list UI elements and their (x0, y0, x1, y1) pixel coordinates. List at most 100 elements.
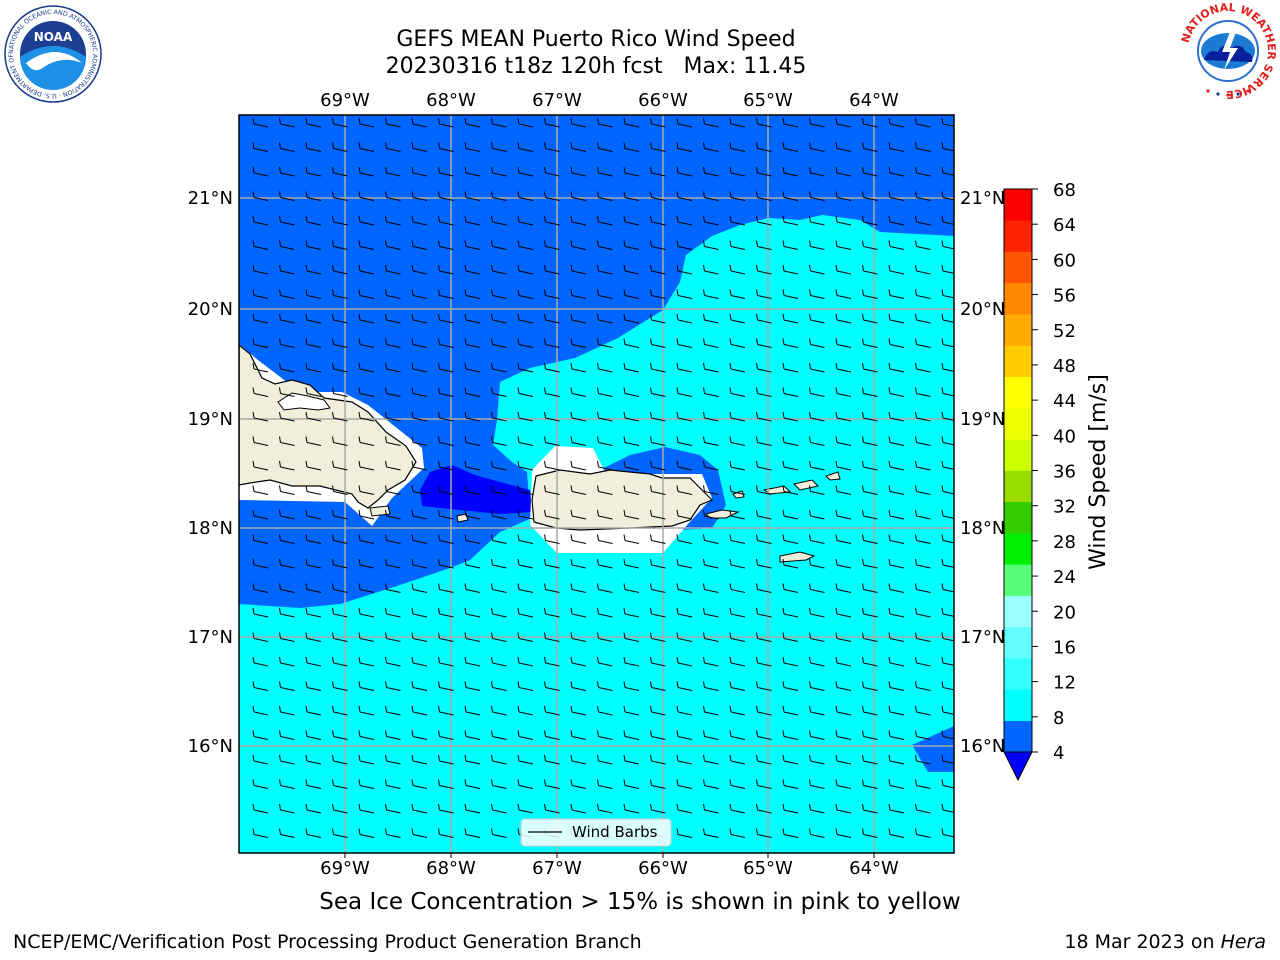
wind-barb (729, 509, 746, 520)
wind-barb (729, 264, 746, 275)
wind-barb (332, 632, 348, 642)
wind-barb (358, 828, 375, 838)
wind-barb (623, 607, 640, 618)
wind-barb (570, 632, 587, 642)
wind-barb (782, 828, 799, 838)
wind-barb (729, 460, 746, 471)
lat-label-right: 21°N (960, 188, 1005, 209)
wind-barb (623, 166, 640, 177)
wind-barb (411, 166, 428, 177)
wind-barb (544, 632, 560, 642)
wind-barb (729, 338, 746, 348)
wind-barb (464, 803, 481, 814)
wind-barb (676, 509, 693, 520)
wind-barb (835, 681, 852, 691)
wind-barb (809, 215, 825, 226)
wind-barb (888, 289, 905, 299)
lat-label-right: 16°N (960, 736, 1005, 757)
wind-barb (491, 730, 507, 740)
wind-barb (491, 215, 507, 226)
wind-barb (676, 534, 693, 544)
wind-barb (835, 313, 852, 324)
wind-barb (279, 117, 295, 128)
wind-barb (941, 215, 954, 225)
wind-barb (756, 803, 772, 814)
wind-barb (835, 289, 852, 299)
wind-barb (915, 828, 931, 838)
wind-barb (809, 485, 825, 495)
wind-barb (782, 142, 799, 152)
wind-barb (464, 215, 481, 226)
wind-barb (915, 387, 931, 397)
wind-barb (782, 460, 799, 471)
wind-barb (756, 583, 772, 593)
wind-barb (438, 779, 454, 789)
wind-barb (332, 411, 348, 422)
wind-barb (279, 705, 295, 716)
wind-barb (252, 558, 269, 569)
wind-barb (491, 632, 507, 642)
wind-barb (623, 558, 640, 569)
wind-barb (703, 313, 719, 324)
wind-barb (756, 828, 772, 838)
wind-barb (332, 779, 348, 789)
wind-barb (279, 240, 295, 250)
wind-barb (782, 166, 799, 177)
wind-barb (597, 558, 613, 569)
wind-barb (305, 166, 322, 177)
wind-barb (358, 289, 375, 299)
wind-barb (491, 754, 507, 765)
wind-barb (729, 485, 746, 495)
wind-barb (835, 436, 852, 446)
wind-barb (464, 117, 481, 128)
wind-barb (544, 607, 560, 618)
wind-barb (888, 387, 905, 397)
wind-barb (491, 828, 507, 838)
wind-barb (888, 779, 905, 789)
wind-barb (782, 338, 799, 348)
wind-barb (517, 191, 534, 201)
wind-barb (464, 460, 481, 471)
wind-barb (517, 558, 534, 569)
wind-barb (411, 240, 428, 250)
wind-barb (385, 730, 401, 740)
wind-barb (703, 583, 719, 593)
wind-barb (729, 166, 746, 177)
noaa-logo-text: NOAA (34, 30, 73, 44)
colorbar-segment (1004, 595, 1032, 628)
wind-barb (570, 705, 587, 716)
wind-barb (305, 656, 322, 667)
wind-barb (809, 558, 825, 569)
wind-barb (915, 754, 931, 765)
colorbar-tick-label: 48 (1053, 356, 1076, 377)
wind-barb (676, 387, 693, 397)
wind-barb (332, 117, 348, 128)
wind-barb (703, 460, 719, 471)
wind-barb (279, 803, 295, 814)
wind-barb (358, 681, 375, 691)
wind-barb (305, 705, 322, 716)
wind-barb (729, 387, 746, 397)
wind-barb (888, 240, 905, 250)
wind-barb (358, 558, 375, 569)
wind-barb (623, 240, 640, 250)
wind-barb (252, 828, 269, 838)
wind-barb (623, 215, 640, 226)
wind-barb (464, 583, 481, 593)
wind-barb (464, 632, 481, 642)
wind-barb (305, 142, 322, 152)
wind-barb (411, 509, 428, 520)
wind-barb (862, 558, 878, 569)
wind-barb (623, 681, 640, 691)
wind-barb (623, 730, 640, 740)
wind-barb (941, 460, 954, 470)
wind-barb (332, 338, 348, 348)
wind-barb (862, 338, 878, 348)
wind-barb (809, 607, 825, 618)
wind-barb (756, 681, 772, 691)
wind-barb (358, 362, 375, 373)
wind-barb (385, 264, 401, 275)
wind-barb (782, 607, 799, 618)
wind-barb (597, 656, 613, 667)
